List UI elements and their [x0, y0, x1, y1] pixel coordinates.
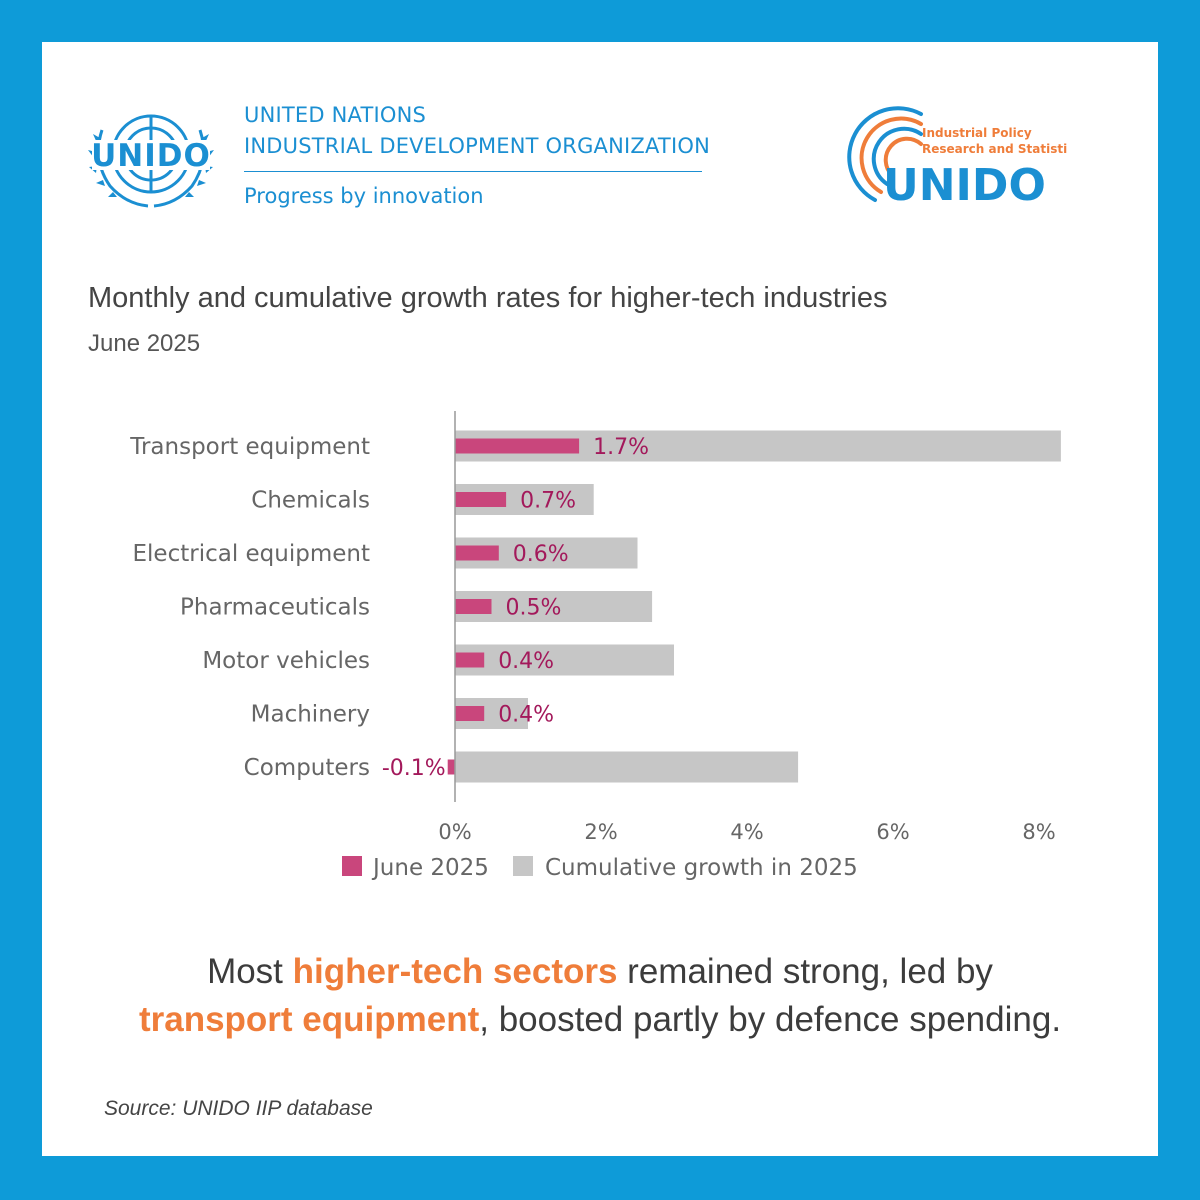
- ips-wordmark: UNIDO: [883, 160, 1046, 210]
- unido-emblem-logo: UNIDO: [88, 114, 214, 208]
- june-bar: [455, 706, 485, 721]
- june-bar: [455, 599, 492, 614]
- org-name-line-1: UNITED NATIONS: [244, 103, 427, 127]
- category-label: Motor vehicles: [202, 648, 370, 674]
- org-motto: Progress by innovation: [244, 184, 484, 208]
- x-tick-label: 6%: [876, 820, 909, 844]
- june-bar: [455, 652, 485, 668]
- chart-subtitle: June 2025: [88, 330, 201, 357]
- june-data-label: 0.4%: [498, 703, 554, 728]
- cumulative-bar: [455, 644, 674, 676]
- june-data-label: 0.4%: [498, 649, 554, 674]
- category-label: Transport equipment: [129, 434, 370, 460]
- june-data-label: 0.7%: [520, 489, 576, 514]
- legend-swatch-cumulative: [513, 856, 533, 876]
- june-bar: [447, 759, 455, 775]
- ips-line-1: Industrial Policy: [922, 126, 1032, 140]
- chart-title: Monthly and cumulative growth rates for …: [88, 282, 888, 314]
- x-tick-label: 2%: [584, 820, 617, 844]
- june-data-label: 0.5%: [506, 596, 562, 621]
- june-bar: [455, 545, 499, 561]
- june-data-label: 1.7%: [593, 435, 649, 460]
- june-bar: [455, 492, 507, 507]
- legend-label-cumulative: Cumulative growth in 2025: [545, 855, 858, 881]
- june-data-label: -0.1%: [382, 756, 446, 781]
- caption-highlight-1: higher-tech sectors: [292, 952, 618, 991]
- organization-name-block: UNITED NATIONS INDUSTRIAL DEVELOPMENT OR…: [244, 100, 710, 208]
- caption: Most higher-tech sectors remained strong…: [42, 948, 1158, 1044]
- org-divider: [244, 171, 702, 172]
- caption-highlight-2: transport equipment: [138, 1000, 480, 1039]
- caption-text-2: remained strong, led by: [617, 952, 993, 991]
- bar-chart: Transport equipment 1.7% Chemicals 0.7% Elec…: [129, 411, 1061, 881]
- legend-swatch-june: [342, 856, 362, 876]
- june-bar: [455, 438, 580, 454]
- x-tick-label: 8%: [1022, 820, 1055, 844]
- legend-label-june: June 2025: [371, 855, 489, 881]
- cumulative-bar: [455, 751, 799, 783]
- x-tick-label: 4%: [730, 820, 763, 844]
- category-label: Chemicals: [251, 488, 370, 514]
- emblem-wordmark: UNIDO: [91, 138, 211, 174]
- source-note: Source: UNIDO IIP database: [104, 1097, 373, 1120]
- category-label: Electrical equipment: [133, 541, 371, 567]
- category-label: Machinery: [251, 702, 370, 728]
- june-data-label: 0.6%: [513, 542, 569, 567]
- x-tick-label: 0%: [438, 820, 471, 844]
- infographic-card: UNIDO UNITED NATIONS INDUSTRIAL DEVELOPM…: [42, 42, 1158, 1156]
- ips-line-2: Research and Statistics: [922, 142, 1067, 156]
- category-label: Computers: [244, 755, 370, 781]
- ips-unido-logo: Industrial Policy Research and Statistic…: [847, 106, 1067, 210]
- category-label: Pharmaceuticals: [180, 595, 370, 621]
- caption-text-3: , boosted partly by defence spending.: [479, 1000, 1062, 1039]
- org-name-line-2: INDUSTRIAL DEVELOPMENT ORGANIZATION: [244, 134, 710, 158]
- caption-text-1: Most: [207, 952, 293, 991]
